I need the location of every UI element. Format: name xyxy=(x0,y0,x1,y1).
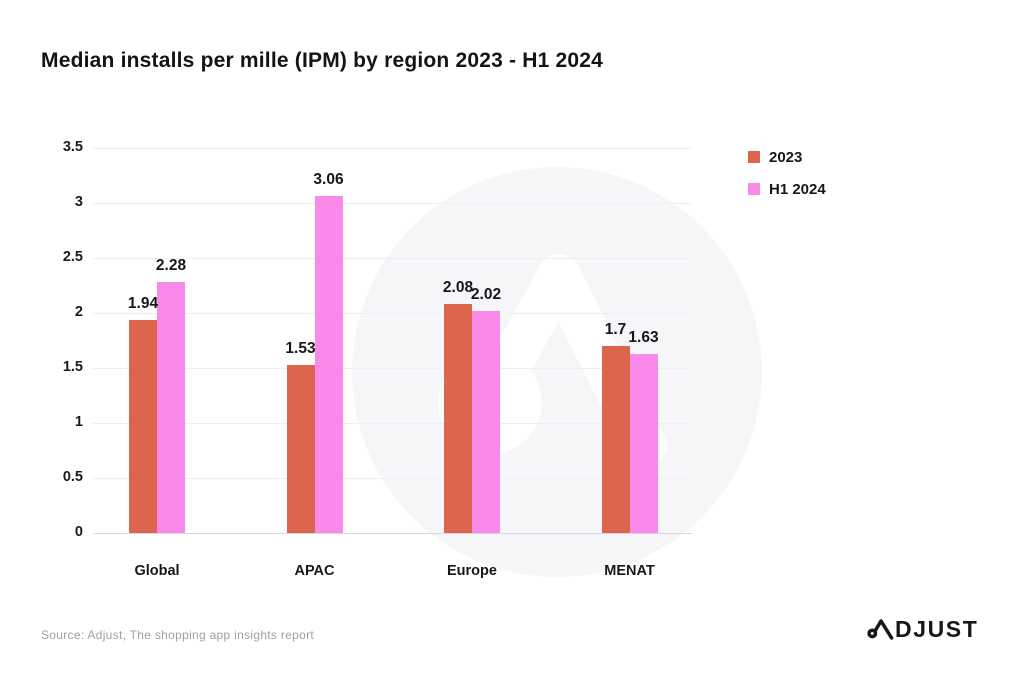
y-axis-tick-label: 2 xyxy=(74,304,83,320)
bar-2023-apac xyxy=(286,364,315,533)
y-axis-tick-label: 3.5 xyxy=(62,139,83,155)
x-axis-category-label: MENAT xyxy=(604,563,655,579)
y-axis-tick-label: 0.5 xyxy=(62,469,83,485)
adjust-logo-a-icon xyxy=(867,619,894,640)
y-axis-tick-label: 1.5 xyxy=(62,359,83,375)
gridline xyxy=(93,147,692,149)
legend-label: 2023 xyxy=(769,148,803,166)
gridline xyxy=(93,367,692,369)
gridline xyxy=(93,257,692,259)
legend-item-2023: 2023 xyxy=(748,147,826,167)
x-axis-category-label: Global xyxy=(134,563,180,579)
adjust-watermark-logo-icon xyxy=(352,167,762,577)
bar-value-label: 2.08 xyxy=(442,279,474,297)
y-axis-tick-label: 3 xyxy=(74,194,83,210)
x-axis-category-label: Europe xyxy=(447,563,497,579)
source-note: Source: Adjust, The shopping app insight… xyxy=(41,628,315,642)
y-axis-tick-label: 0 xyxy=(74,524,83,540)
legend-swatch xyxy=(748,151,760,163)
gridline xyxy=(93,202,692,204)
gridline xyxy=(93,312,692,314)
bar-value-label: 2.02 xyxy=(470,285,502,303)
gridline xyxy=(93,477,692,479)
bar-h1-2024-apac xyxy=(314,196,343,533)
bar-value-label: 3.06 xyxy=(313,171,344,189)
bar-h1-2024-global xyxy=(157,282,185,533)
legend-swatch xyxy=(748,183,760,195)
bar-value-label: 1.94 xyxy=(127,294,159,312)
bar-2023-global xyxy=(129,319,157,533)
bar-value-label: 1.53 xyxy=(285,339,316,357)
legend-item-h1-2024: H1 2024 xyxy=(748,179,826,199)
bar-h1-2024-menat xyxy=(629,353,658,533)
bar-value-label: 1.63 xyxy=(628,328,659,346)
x-axis-line xyxy=(93,532,692,534)
legend-label: H1 2024 xyxy=(769,180,826,198)
chart-title: Median installs per mille (IPM) by regio… xyxy=(41,49,604,72)
bar-2023-menat xyxy=(601,346,630,533)
adjust-logo: DJUST xyxy=(866,616,978,643)
y-axis-tick-label: 2.5 xyxy=(62,249,83,265)
gridline xyxy=(93,422,692,424)
y-axis-tick-label: 1 xyxy=(74,414,83,430)
bar-2023-europe xyxy=(444,304,472,533)
bar-value-label: 1.7 xyxy=(604,321,627,338)
legend: 2023 H1 2024 xyxy=(748,147,826,211)
bar-h1-2024-europe xyxy=(472,310,500,533)
adjust-logo-text: DJUST xyxy=(895,616,979,642)
bar-value-label: 2.28 xyxy=(155,257,187,275)
x-axis-category-label: APAC xyxy=(294,563,335,579)
